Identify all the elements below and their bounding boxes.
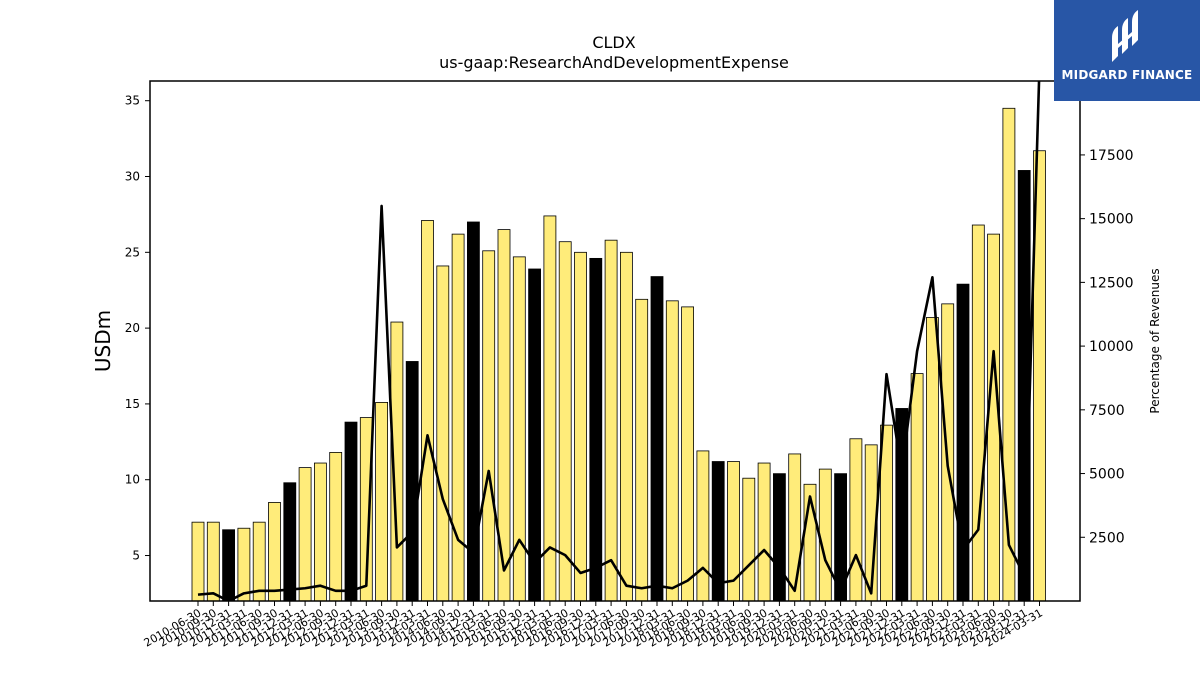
bar-2010-09-30	[206, 521, 220, 602]
bar-2020-09-30	[818, 468, 832, 602]
bar-2021-03-31	[849, 438, 863, 602]
bar-2017-03-31	[604, 239, 618, 602]
bar-2010-06-30	[191, 521, 205, 602]
bar-2011-06-30	[252, 521, 266, 602]
bar-2020-03-31	[788, 453, 802, 602]
bar-2022-12-31	[956, 283, 970, 602]
bar-2010-12-31	[222, 529, 236, 602]
bar-2018-09-30	[696, 450, 710, 602]
bar-2014-06-30	[436, 265, 450, 602]
right-tick-label: 5000	[1089, 467, 1125, 483]
bar-2018-06-30	[681, 306, 694, 602]
bar-2019-06-30	[742, 477, 756, 602]
bar-2019-12-31	[773, 473, 786, 602]
bar-2017-12-31	[650, 276, 664, 602]
left-tick-label: 20	[125, 321, 140, 335]
left-tick-label: 25	[125, 245, 140, 259]
right-tick-label: 15000	[1089, 212, 1134, 228]
right-tick-label: 12500	[1089, 275, 1134, 291]
right-tick-label: 2500	[1089, 530, 1125, 546]
bar-2017-09-30	[635, 298, 649, 602]
bar-2019-09-30	[757, 462, 771, 602]
bar-2018-03-31	[665, 300, 679, 602]
bar-2016-12-31	[589, 257, 603, 602]
right-y-axis: 2500 5000 7500 10000 12500 15000 17500	[1080, 148, 1134, 546]
brand-name: MIDGARD FINANCE	[1061, 68, 1193, 82]
bar-2013-06-30	[375, 401, 389, 602]
bar-2015-12-31	[528, 268, 541, 602]
bar-2012-06-30	[313, 462, 327, 602]
bar-2015-03-31	[482, 250, 496, 602]
revenue-percentage-line	[197, 81, 1041, 601]
plot-frame	[149, 80, 1081, 602]
y-axis-label-right: Percentage of Revenues	[1148, 268, 1162, 413]
x-axis: 2010-06-302010-09-302010-12-312011-03-31…	[142, 601, 1045, 650]
bar-2012-03-31	[298, 467, 312, 602]
bar-2023-09-30	[1002, 107, 1016, 602]
left-tick-label: 15	[125, 397, 140, 411]
midgard-logo-icon	[1112, 10, 1138, 62]
bar-2014-03-31	[421, 220, 434, 602]
bar-2013-12-31	[405, 361, 419, 602]
bar-2012-12-31	[344, 421, 358, 602]
bar-2022-06-30	[926, 317, 939, 602]
left-tick-label: 35	[125, 94, 140, 108]
bar-2011-09-30	[268, 502, 281, 602]
right-tick-label: 10000	[1089, 339, 1134, 355]
bar-2012-09-30	[329, 452, 343, 602]
right-tick-label: 7500	[1089, 403, 1125, 419]
left-tick-label: 30	[125, 170, 140, 184]
revenue-percentage-line-layer	[197, 81, 1041, 601]
bar-2011-03-31	[237, 527, 251, 602]
bar-2016-03-31	[543, 215, 557, 602]
right-tick-label: 17500	[1089, 148, 1134, 164]
brand-logo: MIDGARD FINANCE	[1054, 0, 1200, 101]
bar-2016-06-30	[558, 241, 572, 602]
left-tick-label: 5	[132, 549, 140, 563]
bar-2014-12-31	[466, 221, 480, 602]
bar-2014-09-30	[451, 233, 465, 602]
chart-title: CLDX	[592, 33, 635, 52]
chart-subtitle: us-gaap:ResearchAndDevelopmentExpense	[439, 53, 789, 72]
left-tick-label: 10	[125, 473, 140, 487]
left-y-axis: 5 10 15 20 25 30 35	[125, 94, 150, 563]
bar-2011-12-31	[283, 482, 297, 602]
bar-2017-06-30	[620, 251, 633, 602]
bar-2016-09-30	[574, 251, 587, 602]
y-axis-label-left: USDm	[91, 310, 115, 372]
bar-2022-03-31	[910, 373, 924, 602]
bar-2023-03-31	[971, 224, 985, 602]
